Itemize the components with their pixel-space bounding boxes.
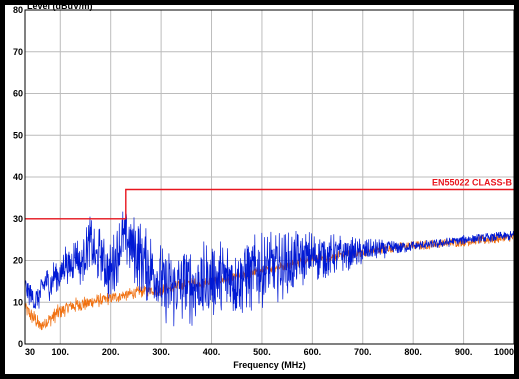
- x-tick-label: 700.: [354, 347, 372, 357]
- plot-border: [24, 9, 515, 345]
- x-tick-label: 800.: [404, 347, 422, 357]
- y-tick-label: 50: [13, 130, 23, 140]
- y-tick-labels: 0 10 20 30 40 50 60 70 80: [13, 5, 23, 349]
- y-tick-label: 0: [18, 339, 23, 349]
- y-tick-label: 70: [13, 47, 23, 57]
- limit-label: EN55022 CLASS-B: [432, 178, 513, 188]
- x-tick-label: 300.: [152, 347, 170, 357]
- y-tick-label: 20: [13, 256, 23, 266]
- x-tick-label: 600.: [304, 347, 322, 357]
- x-tick-label: 400.: [203, 347, 221, 357]
- x-tick-label: 30: [25, 347, 35, 357]
- y-tick-label: 40: [13, 172, 23, 182]
- x-tick-label: 900.: [455, 347, 473, 357]
- x-tick-label: 200.: [102, 347, 120, 357]
- x-tick-label: 1000: [494, 347, 514, 357]
- series-layer: [24, 211, 515, 331]
- y-tick-label: 10: [13, 297, 23, 307]
- y-tick-label: 30: [13, 214, 23, 224]
- grid: [24, 9, 515, 345]
- y-tick-label: 60: [13, 89, 23, 99]
- series-line: [24, 211, 515, 327]
- y-axis-label: Level (dBuV/m): [27, 1, 93, 11]
- limit-layer: [25, 188, 514, 220]
- y-tick-label: 80: [13, 5, 23, 15]
- x-axis-label: Frequency (MHz): [233, 360, 306, 370]
- x-tick-label: 100.: [52, 347, 70, 357]
- x-tick-labels: 30 100. 200. 300. 400. 500. 600. 700. 800. 900. 10…: [25, 347, 514, 357]
- x-tick-label: 500.: [253, 347, 271, 357]
- limit-line: [25, 188, 514, 220]
